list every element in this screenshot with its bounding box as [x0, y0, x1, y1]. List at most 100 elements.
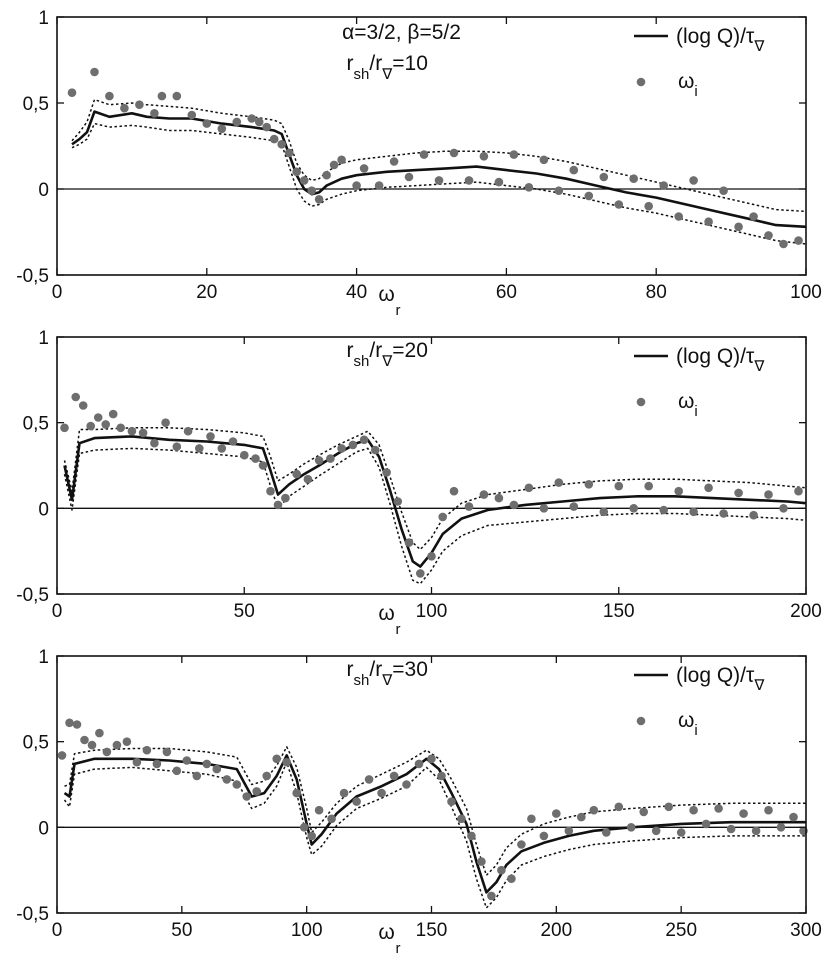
x-axis-label: ω: [378, 921, 394, 944]
data-point: [272, 754, 282, 764]
data-point: [434, 176, 444, 185]
data-point: [438, 512, 448, 522]
data-point: [269, 134, 279, 144]
legend-line-sub: ∇: [753, 677, 765, 694]
log-q-tau-line: [63, 435, 807, 568]
data-point: [494, 493, 504, 503]
data-point: [794, 236, 803, 245]
data-point: [552, 809, 561, 818]
data-point: [307, 831, 317, 841]
data-point: [371, 445, 380, 455]
data-point: [393, 497, 403, 506]
data-point: [206, 432, 215, 441]
data-point: [427, 754, 436, 764]
x-axis-label-sub: r: [396, 940, 401, 957]
data-point: [78, 401, 88, 410]
ratio-sub-sh: sh: [354, 353, 370, 370]
data-point: [120, 103, 129, 113]
x-tick-label: 100: [790, 282, 822, 303]
x-tick-label: 60: [496, 282, 517, 303]
lower-bound-line: [63, 447, 807, 585]
data-point: [152, 759, 162, 769]
data-point: [614, 200, 624, 209]
data-point: [764, 805, 773, 815]
data-point: [664, 802, 673, 812]
ratio-value: =10: [392, 52, 428, 75]
ratio-value: =30: [392, 658, 428, 681]
data-point: [314, 195, 324, 204]
ratio-r2: r: [375, 658, 382, 681]
ratio-sub-nabla: ∇: [381, 353, 393, 370]
data-point: [122, 737, 132, 746]
data-point: [739, 809, 748, 818]
data-point: [359, 164, 369, 173]
data-point: [779, 504, 788, 513]
data-point: [704, 483, 713, 493]
data-point: [564, 826, 574, 836]
data-point: [352, 797, 361, 806]
data-point: [659, 505, 668, 515]
y-tick-label: 1: [38, 328, 49, 349]
data-point: [414, 759, 424, 769]
data-point: [292, 788, 302, 798]
ratio-r: r: [347, 52, 354, 75]
upper-bound-line: [63, 427, 807, 551]
x-tick-label: 50: [171, 920, 192, 941]
x-axis-label-sub: r: [396, 621, 401, 638]
ratio-sub-sh: sh: [354, 66, 370, 83]
legend-point-text: ω: [678, 390, 694, 413]
data-point: [71, 392, 80, 402]
data-point: [192, 771, 202, 781]
data-point: [479, 152, 489, 161]
data-point: [467, 831, 476, 841]
data-point: [719, 509, 728, 518]
y-tick-label: 0: [38, 499, 49, 520]
data-point: [507, 874, 516, 883]
data-point: [577, 812, 586, 822]
data-point: [57, 751, 67, 760]
x-tick-label: 100: [291, 920, 323, 941]
data-point: [67, 88, 77, 97]
data-point: [639, 807, 648, 817]
data-point: [626, 823, 636, 832]
legend-line-label: (log Q)/τ∇: [676, 25, 765, 55]
data-point: [95, 728, 104, 738]
data-point: [326, 454, 335, 463]
data-point: [404, 538, 414, 547]
data-point: [228, 437, 238, 446]
ratio-sub-nabla: ∇: [381, 672, 393, 689]
data-point: [479, 490, 489, 499]
x-tick-label: 150: [603, 601, 635, 622]
data-point: [584, 480, 594, 489]
lower-bound-line: [71, 122, 807, 245]
legend-point-swatch: [636, 716, 646, 726]
data-point: [327, 814, 336, 824]
data-point: [382, 468, 391, 477]
data-point: [539, 504, 549, 513]
data-point: [464, 176, 474, 185]
ratio-sub-nabla: ∇: [381, 66, 393, 83]
data-point: [282, 757, 292, 767]
data-point: [427, 552, 436, 561]
data-point: [419, 150, 429, 159]
x-tick-label: 80: [646, 282, 667, 303]
data-point: [539, 831, 549, 841]
data-point: [314, 805, 324, 815]
legend-point-swatch: [636, 77, 646, 87]
y-tick-label: 0,5: [23, 94, 49, 115]
data-point: [389, 157, 399, 166]
data-point: [416, 569, 425, 578]
data-point: [704, 217, 713, 226]
data-point: [701, 819, 711, 829]
data-point: [764, 231, 773, 240]
ratio-r2: r: [375, 52, 382, 75]
data-point: [584, 191, 594, 201]
data-point: [303, 474, 313, 484]
data-point: [389, 771, 399, 781]
data-point: [262, 122, 272, 132]
data-point: [195, 444, 204, 453]
data-point: [674, 212, 683, 221]
data-point: [240, 450, 249, 460]
data-point: [477, 857, 486, 866]
